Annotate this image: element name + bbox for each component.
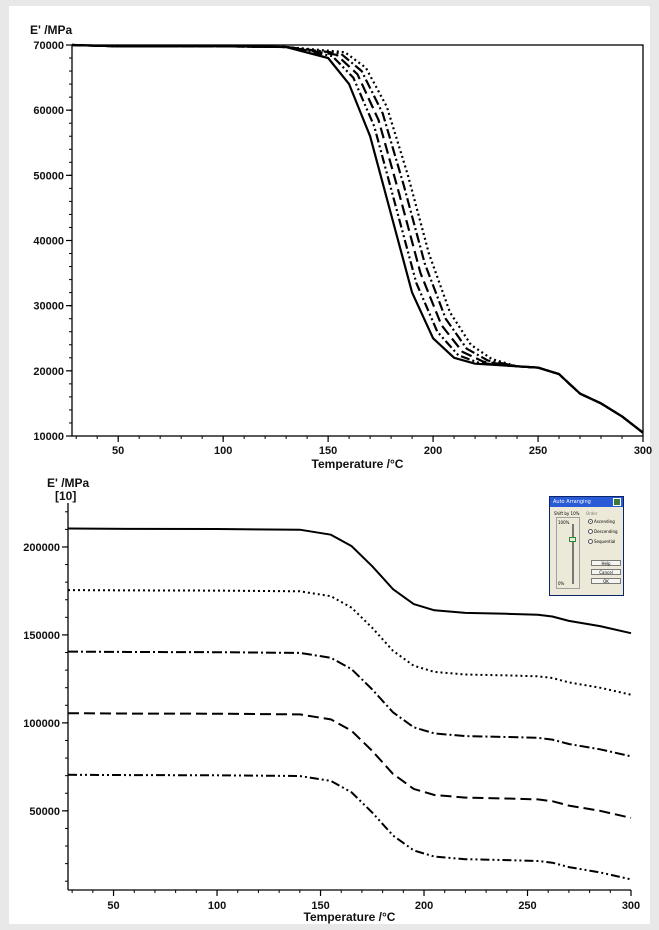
x-tick-label: 100 [214, 445, 232, 457]
radio-ascending[interactable]: Ascending [588, 519, 615, 524]
radio-sequential[interactable]: Sequential [588, 539, 615, 544]
y-tick-label: 40000 [33, 236, 64, 248]
auto-arranging-dialog: Auto Arranging Shift by 10% Order 100% 0… [549, 496, 624, 596]
y-tick-label: 70000 [33, 40, 64, 52]
ok-button[interactable]: OK [591, 578, 621, 584]
x-tick-label: 300 [634, 445, 652, 457]
series-line-dotted [67, 589, 632, 696]
y-axis-title: E' /MPa [47, 476, 90, 490]
figure-panel [9, 6, 650, 924]
x-tick-label: 50 [112, 445, 124, 457]
series-line-solid [67, 527, 632, 635]
y-tick-label: 60000 [33, 105, 64, 117]
x-tick-label: 150 [311, 900, 329, 912]
y-axis-subtitle: [10] [55, 489, 76, 503]
chart-top: 50 100 150 200 250 300 10000 20000 30000 40000 500… [30, 23, 652, 470]
radio-descending[interactable]: Descending [588, 529, 618, 534]
slider-thumb[interactable] [569, 537, 576, 542]
y-tick-label: 20000 [33, 366, 64, 378]
close-icon[interactable] [613, 498, 621, 506]
x-axis-title: Temperature /°C [304, 910, 396, 924]
dialog-titlebar: Auto Arranging [550, 497, 623, 507]
shift-label: Shift by 10% [554, 511, 580, 516]
x-tick-label: 100 [208, 900, 226, 912]
series-line-dash-dot [67, 650, 632, 758]
x-tick-label: 250 [529, 445, 547, 457]
radio-dot-icon [588, 529, 593, 534]
y-tick-label: 100000 [23, 718, 60, 730]
x-tick-label: 50 [107, 900, 119, 912]
y-tick-label: 30000 [33, 301, 64, 313]
y-tick-label: 10000 [33, 431, 64, 443]
cancel-button[interactable]: Cancel [591, 569, 621, 575]
radio-dot-icon [588, 539, 593, 544]
x-tick-label: 200 [415, 900, 433, 912]
series-line-dashed [67, 712, 632, 819]
slider-max-label: 100% [558, 520, 570, 525]
y-tick-label: 150000 [23, 630, 60, 642]
order-label: Order [586, 511, 598, 516]
dialog-title: Auto Arranging [553, 499, 591, 505]
slider-track[interactable] [572, 524, 574, 584]
radio-label: Sequential [594, 539, 616, 544]
slider-min-label: 0% [558, 581, 565, 586]
help-button[interactable]: Help [591, 560, 621, 566]
radio-label: Descending [594, 529, 618, 534]
radio-dot-selected-icon [588, 519, 593, 524]
x-tick-label: 300 [622, 900, 640, 912]
x-tick-label: 200 [424, 445, 442, 457]
radio-label: Ascending [594, 519, 615, 524]
y-tick-label: 50000 [33, 170, 64, 182]
shift-slider-box: 100% 0% [556, 517, 580, 589]
y-axis-title: E' /MPa [30, 23, 73, 37]
series-line-dash-dot [71, 43, 644, 434]
x-tick-label: 250 [518, 900, 536, 912]
x-tick-label: 150 [319, 445, 337, 457]
series-line-dash-dot-dot [67, 773, 632, 881]
y-tick-label: 50000 [29, 806, 60, 818]
y-tick-label: 200000 [23, 542, 60, 554]
x-axis-title: Temperature /°C [312, 457, 404, 470]
